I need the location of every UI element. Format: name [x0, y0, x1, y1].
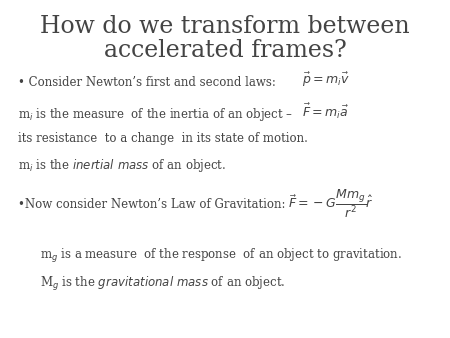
- Text: its resistance  to a change  in its state of motion.: its resistance to a change in its state …: [18, 132, 308, 145]
- Text: m$_i$ is the $\mathit{inertial\ mass}$ of an object.: m$_i$ is the $\mathit{inertial\ mass}$ o…: [18, 157, 226, 174]
- Text: $\vec{F} = m_i\vec{a}$: $\vec{F} = m_i\vec{a}$: [302, 101, 348, 121]
- Text: accelerated frames?: accelerated frames?: [104, 39, 346, 62]
- Text: M$_g$ is the $\mathit{gravitational\ mass}$ of an object.: M$_g$ is the $\mathit{gravitational\ mas…: [40, 275, 286, 293]
- Text: •Now consider Newton’s Law of Gravitation:: •Now consider Newton’s Law of Gravitatio…: [18, 198, 285, 211]
- Text: How do we transform between: How do we transform between: [40, 15, 410, 38]
- Text: m$_g$ is a measure  of the response  of an object to gravitation.: m$_g$ is a measure of the response of an…: [40, 247, 403, 265]
- Text: $\vec{F} = -G\dfrac{Mm_g}{r^2}\hat{r}$: $\vec{F} = -G\dfrac{Mm_g}{r^2}\hat{r}$: [288, 188, 374, 220]
- Text: • Consider Newton’s first and second laws:: • Consider Newton’s first and second law…: [18, 76, 276, 89]
- Text: $\vec{p} = m_i\vec{v}$: $\vec{p} = m_i\vec{v}$: [302, 71, 349, 89]
- Text: m$_i$ is the measure  of the inertia of an object –: m$_i$ is the measure of the inertia of a…: [18, 106, 293, 123]
